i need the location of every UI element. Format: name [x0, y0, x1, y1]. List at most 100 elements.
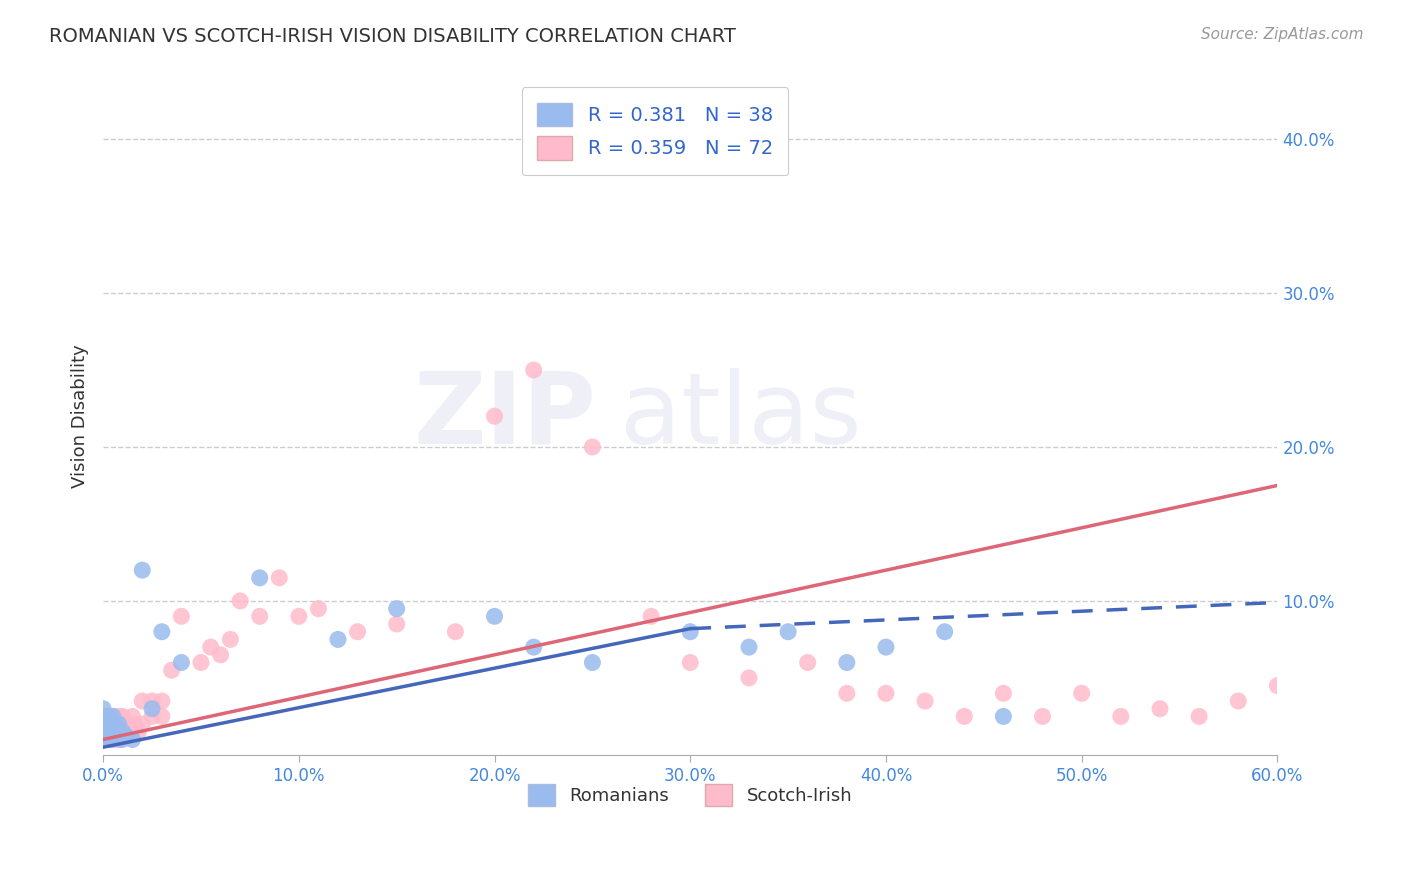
Point — [101, 709, 124, 723]
Point — [934, 624, 956, 639]
Point — [96, 732, 118, 747]
Point — [94, 724, 117, 739]
Point — [170, 656, 193, 670]
Point — [1031, 709, 1053, 723]
Text: ZIP: ZIP — [413, 368, 596, 465]
Point — [200, 640, 222, 654]
Point — [98, 732, 121, 747]
Point — [288, 609, 311, 624]
Point — [249, 571, 271, 585]
Point — [993, 686, 1015, 700]
Point — [94, 724, 117, 739]
Point — [326, 632, 349, 647]
Point — [101, 724, 124, 739]
Point — [914, 694, 936, 708]
Point — [679, 656, 702, 670]
Point — [111, 724, 134, 739]
Point — [110, 732, 132, 747]
Point — [738, 640, 761, 654]
Point — [121, 732, 143, 747]
Point — [98, 724, 121, 739]
Point — [124, 717, 146, 731]
Point — [107, 709, 129, 723]
Point — [385, 601, 408, 615]
Point — [91, 717, 114, 731]
Point — [1267, 679, 1289, 693]
Point — [170, 609, 193, 624]
Point — [219, 632, 242, 647]
Point — [94, 709, 117, 723]
Point — [96, 732, 118, 747]
Point — [131, 694, 153, 708]
Point — [121, 709, 143, 723]
Point — [104, 709, 127, 723]
Point — [484, 409, 506, 424]
Point — [100, 732, 122, 747]
Point — [150, 694, 173, 708]
Point — [150, 709, 173, 723]
Point — [269, 571, 291, 585]
Point — [444, 624, 467, 639]
Point — [91, 717, 114, 731]
Point — [581, 656, 603, 670]
Point — [953, 709, 976, 723]
Point — [96, 717, 118, 731]
Point — [640, 609, 662, 624]
Point — [111, 709, 134, 723]
Point — [91, 702, 114, 716]
Point — [141, 709, 163, 723]
Point — [115, 730, 138, 744]
Point — [104, 724, 127, 739]
Point — [105, 717, 128, 731]
Point — [796, 656, 818, 670]
Point — [131, 717, 153, 731]
Point — [523, 640, 546, 654]
Point — [778, 624, 800, 639]
Point — [1188, 709, 1211, 723]
Point — [160, 663, 183, 677]
Point — [141, 694, 163, 708]
Point — [100, 717, 122, 731]
Point — [91, 732, 114, 747]
Point — [835, 656, 858, 670]
Point — [150, 624, 173, 639]
Point — [307, 601, 329, 615]
Point — [100, 724, 122, 739]
Text: ROMANIAN VS SCOTCH-IRISH VISION DISABILITY CORRELATION CHART: ROMANIAN VS SCOTCH-IRISH VISION DISABILI… — [49, 27, 737, 45]
Point — [523, 363, 546, 377]
Point — [1227, 694, 1250, 708]
Point — [229, 594, 252, 608]
Point — [1070, 686, 1092, 700]
Y-axis label: Vision Disability: Vision Disability — [72, 344, 89, 488]
Point — [875, 686, 897, 700]
Point — [117, 724, 139, 739]
Point — [993, 709, 1015, 723]
Point — [110, 717, 132, 731]
Point — [141, 702, 163, 716]
Point — [104, 717, 127, 731]
Point — [738, 671, 761, 685]
Point — [101, 717, 124, 731]
Point — [1109, 709, 1132, 723]
Point — [209, 648, 232, 662]
Point — [94, 732, 117, 747]
Point — [581, 440, 603, 454]
Point — [835, 686, 858, 700]
Point — [679, 624, 702, 639]
Point — [107, 717, 129, 731]
Point — [127, 724, 149, 739]
Point — [91, 724, 114, 739]
Point — [107, 724, 129, 739]
Point — [91, 732, 114, 747]
Point — [105, 732, 128, 747]
Point — [94, 709, 117, 723]
Point — [385, 617, 408, 632]
Point — [98, 709, 121, 723]
Point — [875, 640, 897, 654]
Point — [98, 724, 121, 739]
Point — [101, 732, 124, 747]
Point — [94, 732, 117, 747]
Point — [131, 563, 153, 577]
Point — [190, 656, 212, 670]
Point — [100, 717, 122, 731]
